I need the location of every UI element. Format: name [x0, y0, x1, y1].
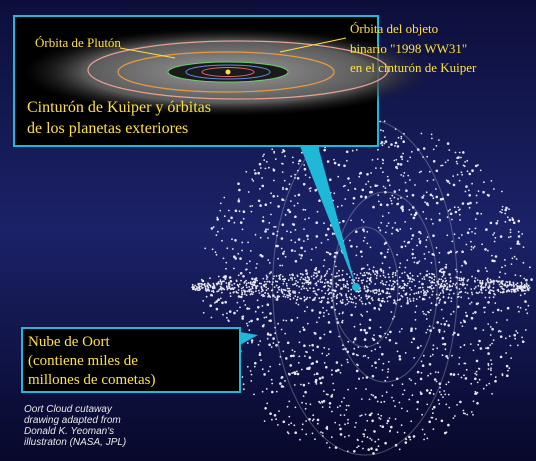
sun — [226, 70, 231, 75]
inset-title: Cinturón de Kuiper y órbitas — [27, 99, 211, 116]
credit: Donald K. Yeoman's — [24, 426, 114, 437]
oort-label: (contiene miles de — [28, 353, 138, 369]
oort-label: millones de cometas) — [28, 372, 155, 388]
kuiper-object-label: Órbita del objeto — [350, 21, 438, 36]
credit: illustraton (NASA, JPL) — [24, 437, 126, 448]
inset-title: de los planetas exteriores — [27, 120, 188, 137]
sun-marker — [352, 283, 360, 291]
credit: drawing adapted from — [24, 415, 121, 426]
oort-label: Nube de Oort — [28, 334, 110, 350]
kuiper-object-label: binario "1998 WW31" — [350, 41, 467, 56]
pluto-orbit-label: Órbita de Plutón — [35, 35, 121, 50]
oort-label-box: Nube de Oort (contiene miles de millones… — [22, 328, 240, 392]
kuiper-object-label: en el cinturón de Kuiper — [350, 60, 477, 75]
credit: Oort Cloud cutaway — [24, 404, 113, 415]
illustration: Órbita de Plutón Órbita del objeto binar… — [0, 0, 536, 461]
